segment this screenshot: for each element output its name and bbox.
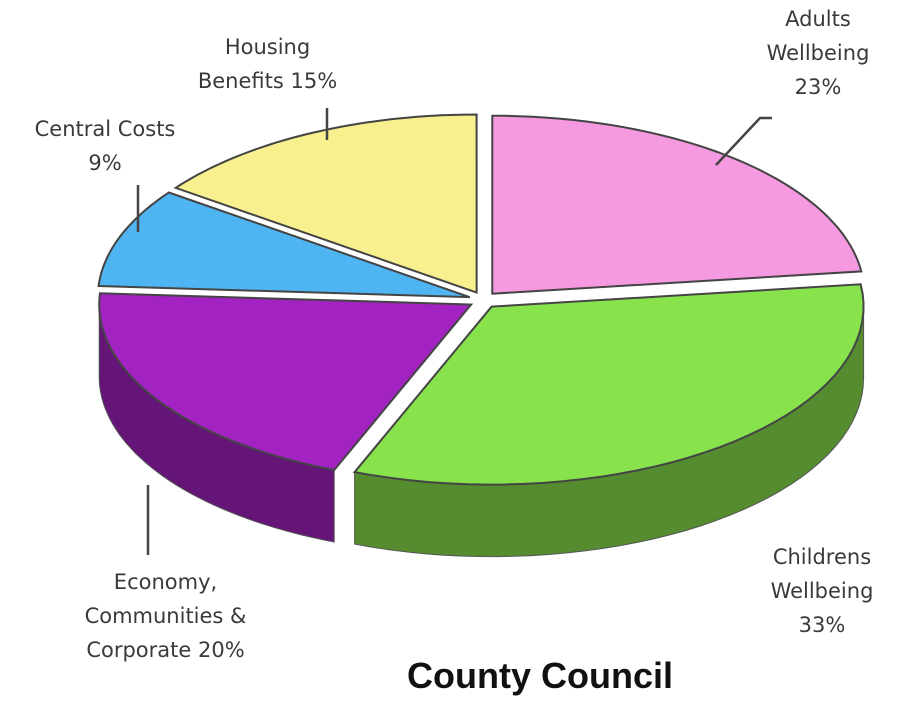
category-label: Housing Benefits xyxy=(197,35,311,93)
value-label: 33% xyxy=(798,613,846,637)
category-label: Central Costs xyxy=(34,117,176,141)
slice-label: Central Costs 9% xyxy=(20,112,190,180)
category-label: Economy, Communities & Corporate xyxy=(84,570,247,662)
value-label: 15% xyxy=(290,69,338,93)
slice-label: Economy, Communities & Corporate 20% xyxy=(78,565,253,667)
slice-label: Adults Wellbeing 23% xyxy=(748,2,888,104)
value-label: 23% xyxy=(794,75,842,99)
pie-slice xyxy=(352,283,865,486)
leader-line xyxy=(715,116,772,166)
pie-tops xyxy=(97,113,865,486)
pie-slice xyxy=(173,113,478,294)
leader-lines xyxy=(136,108,772,555)
value-label: 9% xyxy=(88,151,122,175)
category-label: Childrens Wellbeing xyxy=(770,545,874,603)
pie-slice xyxy=(491,114,863,295)
slice-label: Housing Benefits 15% xyxy=(185,30,350,98)
chart-title: County Council xyxy=(407,655,673,696)
category-label: Adults Wellbeing xyxy=(766,7,870,65)
value-label: 20% xyxy=(197,638,245,662)
pie-slice xyxy=(97,191,471,299)
pie-slice xyxy=(98,292,474,472)
slice-label: Childrens Wellbeing 33% xyxy=(752,540,892,642)
